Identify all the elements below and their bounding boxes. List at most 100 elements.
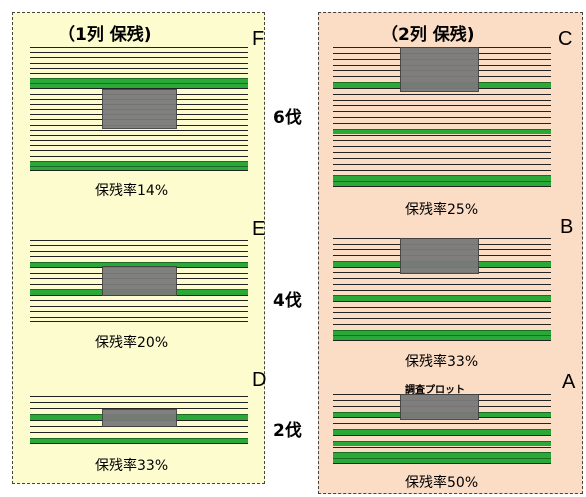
cut-row bbox=[333, 434, 551, 441]
cut-row bbox=[30, 396, 248, 402]
cut-row bbox=[333, 99, 551, 106]
cut-row bbox=[30, 57, 248, 62]
survey-plot bbox=[400, 394, 479, 420]
block-letter-c: C bbox=[558, 28, 573, 50]
survey-plot bbox=[102, 266, 177, 296]
thinning-count-6: 6伐 bbox=[273, 108, 302, 128]
cut-row bbox=[30, 240, 248, 245]
cut-row bbox=[333, 93, 551, 100]
cut-row bbox=[333, 312, 551, 318]
cut-row bbox=[30, 62, 248, 68]
rate-label-c: 保残率25% bbox=[405, 202, 479, 218]
retained-row bbox=[333, 440, 551, 447]
cut-row bbox=[333, 289, 551, 296]
stand-diagram-f bbox=[30, 47, 248, 171]
cut-row bbox=[333, 152, 551, 158]
survey-plot bbox=[400, 238, 479, 274]
rate-label-f: 保残率14% bbox=[95, 183, 169, 199]
cut-row bbox=[333, 323, 551, 330]
cut-row bbox=[30, 155, 248, 161]
cut-row bbox=[30, 88, 248, 93]
cut-row bbox=[333, 146, 551, 152]
cut-row bbox=[333, 300, 551, 307]
stand-diagram-a bbox=[333, 394, 551, 464]
cut-row bbox=[30, 67, 248, 73]
cut-row bbox=[30, 145, 248, 150]
thinning-count-4: 4伐 bbox=[273, 291, 302, 311]
row-line bbox=[333, 340, 551, 341]
retained-row bbox=[30, 165, 248, 171]
retained-row bbox=[333, 452, 551, 459]
cut-row bbox=[30, 150, 248, 155]
rate-label-b: 保残率33% bbox=[405, 354, 479, 370]
cut-row bbox=[30, 52, 248, 57]
block-letter-a: A bbox=[562, 371, 576, 393]
cut-row bbox=[333, 446, 551, 453]
rate-label-d: 保残率33% bbox=[95, 458, 169, 474]
survey-plot bbox=[102, 409, 177, 427]
survey-plot-label: 調査プロット bbox=[405, 385, 465, 396]
survey-plot bbox=[400, 47, 479, 92]
retained-row bbox=[333, 335, 551, 341]
block-letter-b: B bbox=[560, 216, 574, 238]
cut-row bbox=[333, 111, 551, 117]
retained-row bbox=[333, 128, 551, 135]
stand-diagram-d bbox=[30, 396, 248, 444]
cut-row bbox=[333, 283, 551, 290]
cut-row bbox=[30, 72, 248, 78]
cut-row bbox=[30, 47, 248, 52]
retained-row bbox=[333, 329, 551, 336]
row-line bbox=[30, 443, 248, 444]
cut-row bbox=[333, 105, 551, 111]
cut-row bbox=[30, 245, 248, 250]
stand-diagram-b bbox=[333, 238, 551, 341]
cut-row bbox=[30, 316, 248, 322]
stand-diagram-e bbox=[30, 240, 248, 322]
row-line bbox=[333, 186, 551, 187]
cut-row bbox=[30, 432, 248, 438]
retained-row bbox=[333, 295, 551, 301]
cut-row bbox=[333, 122, 551, 129]
thinning-count-2: 2伐 bbox=[273, 421, 302, 441]
cut-row bbox=[30, 408, 248, 414]
cut-row bbox=[30, 129, 248, 135]
cut-row bbox=[30, 250, 248, 256]
right-panel-title: （2列 保残) bbox=[381, 25, 475, 45]
retained-row bbox=[333, 458, 551, 464]
retained-row bbox=[333, 175, 551, 182]
row-line bbox=[30, 170, 248, 171]
retained-row bbox=[333, 181, 551, 187]
retained-row bbox=[30, 438, 248, 444]
cut-row bbox=[30, 134, 248, 140]
cut-row bbox=[333, 140, 551, 146]
cut-row bbox=[30, 300, 248, 305]
cut-row bbox=[30, 402, 248, 408]
block-letter-e: E bbox=[252, 218, 266, 240]
cut-row bbox=[333, 278, 551, 284]
survey-plot bbox=[102, 89, 177, 129]
cut-row bbox=[333, 163, 551, 170]
cut-row bbox=[333, 157, 551, 164]
cut-row bbox=[333, 423, 551, 429]
row-line bbox=[30, 321, 248, 322]
block-letter-f: F bbox=[252, 28, 265, 50]
rate-label-a: 保残率50% bbox=[405, 475, 479, 491]
cut-row bbox=[30, 256, 248, 261]
cut-row bbox=[333, 318, 551, 324]
retained-row bbox=[333, 429, 551, 435]
block-letter-d: D bbox=[252, 369, 267, 391]
stand-diagram-c bbox=[333, 47, 551, 187]
left-panel-title: （1列 保残) bbox=[58, 25, 152, 45]
cut-row bbox=[30, 305, 248, 311]
cut-row bbox=[333, 306, 551, 313]
cut-row bbox=[30, 311, 248, 316]
cut-row bbox=[30, 140, 248, 145]
cut-row bbox=[333, 169, 551, 176]
cut-row bbox=[333, 134, 551, 141]
retained-row bbox=[30, 160, 248, 166]
retained-row bbox=[30, 261, 248, 268]
cut-row bbox=[333, 117, 551, 123]
rate-label-e: 保残率20% bbox=[95, 335, 169, 351]
retained-row bbox=[30, 78, 248, 84]
retained-row bbox=[30, 83, 248, 89]
